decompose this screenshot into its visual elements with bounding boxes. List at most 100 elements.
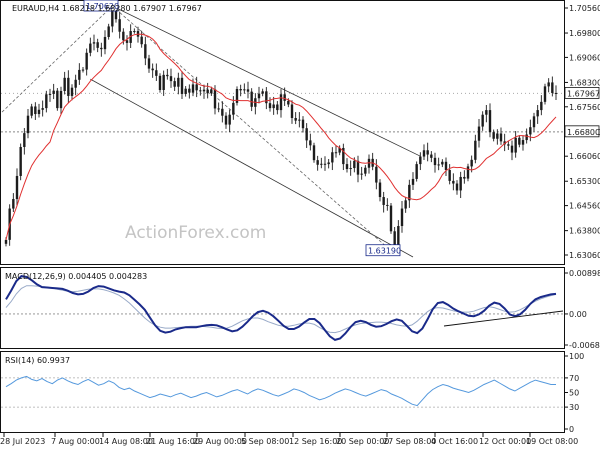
candle-body bbox=[404, 200, 407, 209]
macd-main-line bbox=[5, 275, 557, 341]
candle-body bbox=[492, 132, 495, 139]
candle-body bbox=[89, 43, 92, 53]
candle-body bbox=[437, 164, 440, 166]
candle-body bbox=[257, 93, 261, 99]
candle-body bbox=[338, 147, 341, 153]
candle-body bbox=[525, 134, 528, 141]
candle-body bbox=[411, 178, 415, 185]
x-tick-label: 4 Oct 16:00 bbox=[431, 437, 478, 446]
candle-body bbox=[177, 77, 180, 87]
x-tick-label: 28 Jul 2023 bbox=[0, 437, 45, 446]
candle-body bbox=[279, 94, 283, 111]
candle-body bbox=[536, 110, 539, 117]
candle-body bbox=[272, 104, 275, 109]
candle-body bbox=[15, 175, 19, 200]
macd-panel-title: MACD(12,26,9) 0.004405 0.004283 bbox=[5, 272, 147, 281]
candle-body bbox=[30, 106, 33, 116]
candle-body bbox=[422, 150, 426, 157]
x-tick-label: 19 Oct 08:00 bbox=[526, 437, 578, 446]
candle-body bbox=[12, 199, 15, 209]
candle-body bbox=[100, 47, 103, 50]
channel-lower-line bbox=[90, 78, 414, 258]
macd-tick-label: 0.008986 bbox=[569, 269, 600, 278]
candle-body bbox=[63, 77, 66, 91]
candle-body bbox=[316, 160, 319, 165]
candle-body bbox=[444, 161, 448, 171]
candle-body bbox=[243, 89, 246, 91]
candle-body bbox=[206, 89, 209, 94]
candle-body bbox=[188, 88, 191, 93]
candle-body bbox=[74, 79, 77, 88]
candle-body bbox=[37, 109, 41, 115]
candle-body bbox=[41, 108, 44, 110]
annotation-box bbox=[365, 244, 401, 257]
candle-body bbox=[540, 101, 543, 111]
downtrend-dashed-line bbox=[112, 5, 392, 252]
candle-body bbox=[463, 176, 466, 179]
candle-body bbox=[481, 114, 484, 127]
candle-body bbox=[111, 8, 114, 27]
candle-body bbox=[474, 140, 477, 160]
candle-body bbox=[470, 159, 473, 167]
candle-body bbox=[191, 84, 195, 93]
candle-body bbox=[345, 164, 349, 170]
candle-body bbox=[331, 152, 334, 163]
candle-body bbox=[320, 163, 323, 165]
candle-body bbox=[499, 133, 503, 142]
candle-body bbox=[386, 204, 389, 206]
candle-body bbox=[276, 104, 279, 111]
candle-body bbox=[290, 104, 294, 118]
candle-body bbox=[459, 176, 462, 191]
candle-body bbox=[301, 119, 305, 129]
watermark-text: ActionForex.com bbox=[125, 223, 266, 243]
candle-body bbox=[521, 140, 525, 145]
candle-body bbox=[507, 144, 510, 146]
candle-body bbox=[514, 137, 517, 153]
candle-body bbox=[202, 89, 206, 92]
price-panel-title: EURAUD,H4 1.68218 1.68280 1.67907 1.6796… bbox=[12, 4, 202, 13]
candle-body bbox=[48, 93, 52, 95]
rsi-panel-title: RSI(14) 60.9937 bbox=[5, 356, 70, 365]
moving-average-line bbox=[5, 33, 557, 241]
rsi-tick-label: 70 bbox=[569, 374, 579, 383]
candle-body bbox=[265, 91, 268, 104]
candle-body bbox=[250, 91, 253, 107]
candle-body bbox=[426, 150, 429, 155]
candle-body bbox=[305, 128, 308, 141]
x-tick-label: 29 Aug 00:00 bbox=[193, 437, 247, 446]
candle-body bbox=[155, 70, 158, 76]
candle-body bbox=[228, 114, 231, 125]
candle-body bbox=[261, 91, 264, 94]
x-tick-label: 12 Oct 00:00 bbox=[479, 437, 531, 446]
candle-body bbox=[210, 89, 213, 94]
candle-body bbox=[389, 205, 393, 232]
high-annotation-label: 1.70620 bbox=[86, 2, 119, 11]
candle-body bbox=[92, 42, 96, 44]
macd-tick-label: -0.006816 bbox=[569, 341, 600, 350]
x-tick-label: 12 Sep 16:00 bbox=[289, 437, 342, 446]
candle-body bbox=[239, 89, 242, 91]
level-price-label: 1.66800 bbox=[567, 128, 600, 137]
candle-body bbox=[441, 161, 444, 165]
price-tick-label: 1.64560 bbox=[569, 202, 600, 211]
rsi-tick-label: 50 bbox=[569, 389, 579, 398]
candle-body bbox=[466, 166, 470, 179]
candle-body bbox=[298, 119, 301, 121]
candle-body bbox=[140, 36, 143, 45]
candle-body bbox=[34, 106, 37, 115]
candle-body bbox=[59, 90, 63, 109]
candle-body bbox=[232, 102, 235, 115]
candle-body bbox=[364, 167, 367, 174]
candle-body bbox=[78, 69, 81, 80]
price-tick-label: 1.69060 bbox=[569, 53, 600, 62]
candle-body bbox=[287, 100, 290, 105]
candle-body bbox=[213, 89, 217, 109]
x-tick-label: 14 Aug 08:00 bbox=[99, 437, 153, 446]
candle-body bbox=[430, 154, 433, 158]
candle-body bbox=[122, 31, 125, 41]
candle-body bbox=[382, 197, 385, 205]
low-annotation-label: 1.63190 bbox=[368, 247, 401, 256]
candle-body bbox=[26, 115, 30, 134]
